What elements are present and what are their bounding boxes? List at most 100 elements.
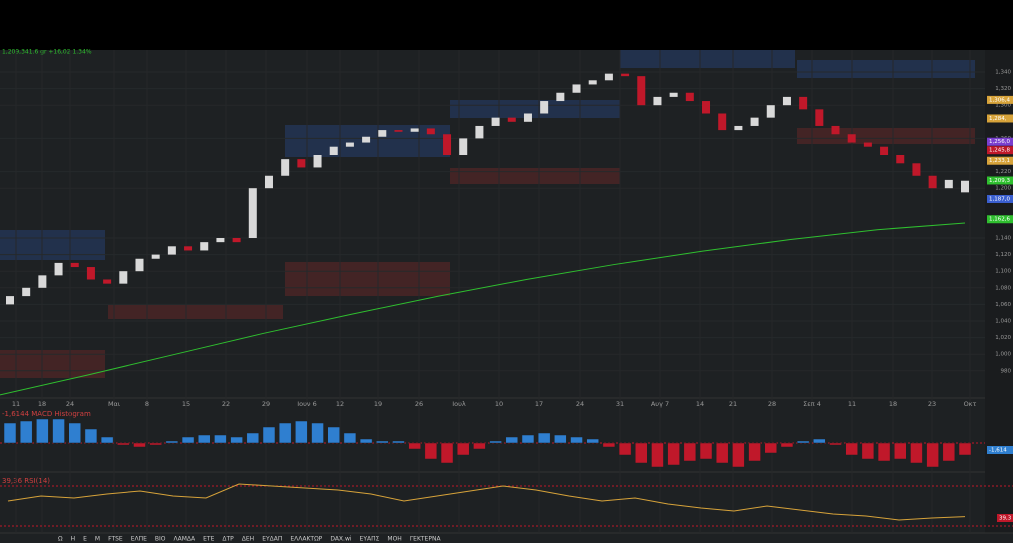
x-tick-label: 12 [336, 400, 344, 408]
candle-body [184, 246, 193, 251]
candle-body [734, 125, 743, 131]
candle-body [944, 179, 953, 189]
macd-bar [570, 436, 583, 444]
macd-bar [796, 440, 810, 444]
price-tag [987, 95, 1013, 104]
x-tick-label: Οκτ [964, 400, 977, 408]
toolbar-item[interactable]: ΕΛΠΕ [131, 536, 147, 543]
toolbar-item[interactable]: ΓΕΚΤΕΡΝΑ [410, 536, 442, 543]
macd-bar [181, 436, 195, 444]
macd-tag-label: -1,614 [989, 448, 1007, 454]
candle-body [313, 155, 322, 168]
toolbar-item[interactable]: Ε [83, 536, 87, 543]
candle-body [22, 287, 31, 297]
candle-body [216, 238, 225, 243]
macd-bar [278, 422, 292, 444]
candle-body [750, 117, 759, 126]
macd-bar [829, 442, 842, 446]
macd-bar [667, 442, 680, 466]
candle-body [961, 180, 969, 193]
candle-body [491, 117, 500, 126]
macd-bar [36, 418, 49, 444]
y-tick-label: 1,140 [995, 236, 1011, 242]
macd-bar [246, 432, 260, 444]
candle-body [38, 275, 47, 288]
macd-bar [327, 426, 340, 444]
candle-body [847, 134, 856, 143]
macd-bar [877, 442, 891, 462]
candle-body [410, 128, 419, 132]
macd-bar [214, 434, 227, 444]
toolbar-item[interactable]: DAX.wi [330, 536, 352, 543]
candle-body [297, 159, 306, 168]
x-tick-label: 11 [848, 400, 856, 408]
macd-bar [894, 442, 907, 460]
macd-bar [699, 442, 713, 460]
price-tag-label: 1,256,0 [989, 139, 1010, 145]
x-tick-label: Ιουν 6 [297, 400, 317, 408]
macd-bar [343, 432, 357, 444]
candle-body [685, 92, 694, 102]
toolbar-item[interactable]: ΒΙΟ [155, 536, 166, 543]
toolbar-item[interactable]: ΔΕΗ [242, 536, 254, 543]
candle-body [782, 96, 791, 106]
macd-bar [586, 438, 599, 444]
x-tick-label: 11 [12, 400, 20, 408]
macd-bar [295, 420, 308, 444]
candle-body [362, 136, 371, 143]
price-tag [987, 176, 1013, 185]
toolbar-item[interactable]: ΛΑΜΔΑ [174, 536, 196, 543]
macd-bar [100, 436, 114, 444]
rsi-tag [997, 514, 1013, 522]
toolbar-item[interactable]: ΕΥΑΠΣ [360, 536, 380, 543]
x-tick-label: 24 [576, 400, 584, 408]
toolbar-item[interactable]: ΔΤΡ [222, 536, 234, 543]
toolbar-item[interactable]: ΜΟΗ [387, 536, 401, 543]
x-tick-label: 14 [696, 400, 704, 408]
macd-bar [813, 438, 826, 444]
rsi-label: 39,36 RSI(14) [2, 477, 50, 485]
candle-body [880, 146, 889, 155]
macd-bar [845, 442, 858, 456]
macd-bar [68, 422, 81, 444]
candle-body [863, 142, 872, 147]
candle-body [572, 84, 581, 93]
quote: 1,209,341.6 gr +16,02 1.34% [2, 49, 92, 56]
toolbar-item[interactable]: ΕΛΛΑΚΤΩΡ [290, 536, 322, 543]
macd-bar [521, 434, 535, 444]
candle-body [669, 92, 678, 97]
y-tick-label: 1,320 [995, 86, 1011, 92]
macd-bar [537, 432, 551, 444]
price-tag-label: 1,162,6 [989, 217, 1010, 223]
y-tick-label: 980 [1001, 368, 1012, 374]
candle-body [103, 279, 112, 284]
macd-bar [133, 442, 146, 448]
price-tag-label: 1,284, [989, 116, 1007, 122]
toolbar-item[interactable]: Μ [95, 536, 100, 543]
macd-bar [489, 440, 502, 444]
zone [797, 60, 975, 78]
candle-body [6, 296, 14, 305]
toolbar-item[interactable]: ΕΥΔΑΠ [262, 536, 282, 543]
candle-body [637, 76, 646, 106]
macd-bar [683, 442, 697, 462]
price-tag-label: 1,209,3 [989, 178, 1010, 184]
rsi-tag-label: 39,3 [999, 516, 1012, 522]
macd-bar [149, 442, 162, 446]
toolbar-item[interactable]: Η [71, 536, 76, 543]
x-tick-label: 21 [729, 400, 737, 408]
x-tick-label: 18 [889, 400, 897, 408]
y-tick-label: 1,300 [995, 103, 1011, 109]
macd-bar [52, 418, 65, 444]
candle-body [200, 242, 209, 251]
candle-body [507, 117, 516, 122]
toolbar-item[interactable]: Ω [58, 536, 63, 543]
candle-body [426, 128, 435, 135]
macd-bar [861, 442, 875, 460]
candle-body [523, 113, 532, 122]
toolbar-item[interactable]: FTSE [108, 536, 123, 543]
toolbar-item[interactable]: ΕΤΕ [203, 536, 214, 543]
macd-bar [618, 442, 632, 456]
macd-bar [376, 440, 389, 444]
candle-body [718, 113, 727, 131]
